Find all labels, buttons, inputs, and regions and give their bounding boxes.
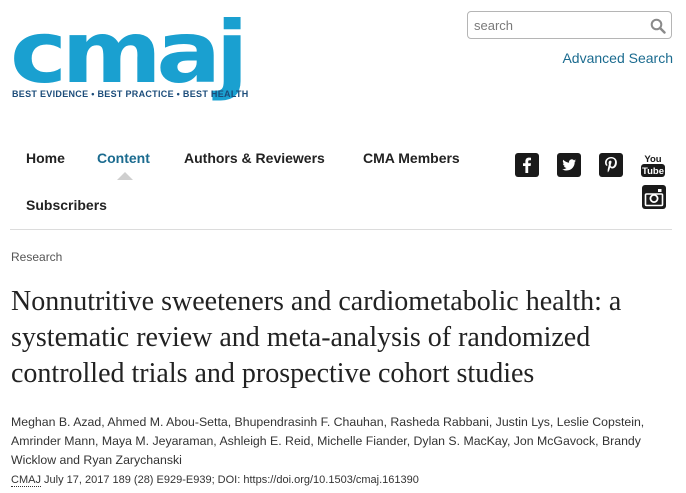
active-nav-caret-icon xyxy=(117,172,133,180)
nav-authors-reviewers[interactable]: Authors & Reviewers xyxy=(184,150,325,166)
article-citation: CMAJ July 17, 2017 189 (28) E929-E939; D… xyxy=(11,474,681,487)
nav-cma-members[interactable]: CMA Members xyxy=(363,150,460,166)
article-authors: Meghan B. Azad, Ahmed M. Abou-Setta, Bhu… xyxy=(11,415,645,467)
nav-subscribers[interactable]: Subscribers xyxy=(26,197,107,213)
youtube-icon-you: You xyxy=(644,154,661,165)
logo-tagline: BEST EVIDENCE • BEST PRACTICE • BEST HEA… xyxy=(12,89,249,99)
article-title: Nonnutritive sweeteners and cardiometabo… xyxy=(11,286,622,389)
header-divider xyxy=(10,229,672,230)
instagram-icon[interactable] xyxy=(642,185,666,209)
search-input[interactable] xyxy=(474,17,644,34)
cmaj-logo[interactable]: cmaj xyxy=(10,10,290,96)
facebook-icon[interactable] xyxy=(515,153,539,177)
search-form xyxy=(467,11,672,39)
citation-details: July 17, 2017 189 (28) E929-E939; DOI: h… xyxy=(40,474,419,486)
nav-content[interactable]: Content xyxy=(97,150,150,166)
citation-journal: CMAJ xyxy=(11,474,41,487)
advanced-search-link[interactable]: Advanced Search xyxy=(562,50,673,66)
pinterest-icon[interactable] xyxy=(599,153,623,177)
logo-wordmark: cmaj xyxy=(10,3,249,103)
youtube-icon-tube: Tube xyxy=(642,166,664,177)
nav-home[interactable]: Home xyxy=(26,150,65,166)
article-section-label: Research xyxy=(11,250,63,264)
search-icon[interactable] xyxy=(650,18,666,34)
youtube-icon[interactable]: You Tube xyxy=(641,152,665,178)
twitter-icon[interactable] xyxy=(557,153,581,177)
